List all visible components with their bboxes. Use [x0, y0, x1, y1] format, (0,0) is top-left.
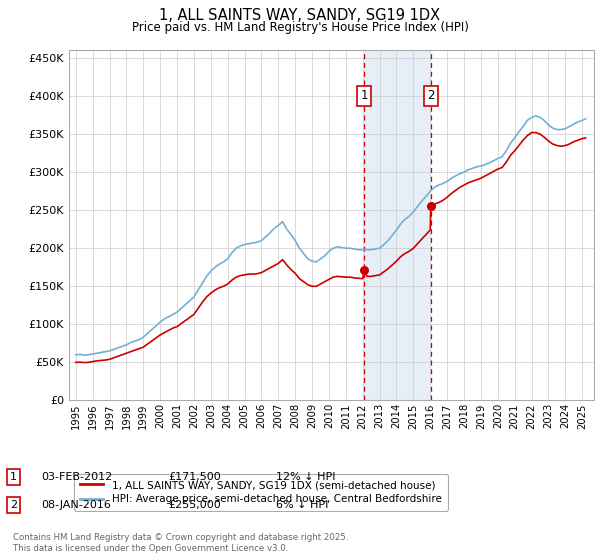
Legend: 1, ALL SAINTS WAY, SANDY, SG19 1DX (semi-detached house), HPI: Average price, se: 1, ALL SAINTS WAY, SANDY, SG19 1DX (semi…: [74, 474, 448, 511]
Text: 12% ↓ HPI: 12% ↓ HPI: [276, 472, 335, 482]
Text: £171,500: £171,500: [168, 472, 221, 482]
Text: 08-JAN-2016: 08-JAN-2016: [41, 500, 110, 510]
Text: Contains HM Land Registry data © Crown copyright and database right 2025.
This d: Contains HM Land Registry data © Crown c…: [13, 533, 349, 553]
Text: 2: 2: [10, 500, 17, 510]
Text: Price paid vs. HM Land Registry's House Price Index (HPI): Price paid vs. HM Land Registry's House …: [131, 21, 469, 34]
Text: 1, ALL SAINTS WAY, SANDY, SG19 1DX: 1, ALL SAINTS WAY, SANDY, SG19 1DX: [160, 8, 440, 24]
Text: £255,000: £255,000: [168, 500, 221, 510]
Text: 2: 2: [427, 90, 434, 102]
Text: 1: 1: [10, 472, 17, 482]
Text: 6% ↓ HPI: 6% ↓ HPI: [276, 500, 328, 510]
Text: 1: 1: [361, 90, 368, 102]
Text: 03-FEB-2012: 03-FEB-2012: [41, 472, 112, 482]
Bar: [364, 50, 431, 400]
